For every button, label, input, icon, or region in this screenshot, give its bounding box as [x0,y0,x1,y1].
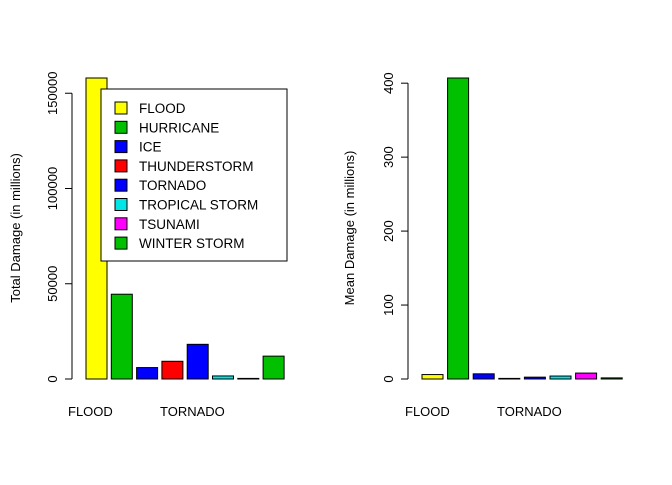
legend-entry-label: WINTER STORM [139,236,245,251]
y-tick-label-0: 0 [45,375,60,382]
x-category-label-0: FLOOD [68,404,113,419]
y-tick-label-1: 400 [381,72,396,94]
y-tick-label-1: 0 [381,375,396,382]
bar-0-ice [136,367,159,380]
legend-entry-label: TSUNAMI [139,217,200,232]
x-category-label-0: TORNADO [160,404,225,419]
y-axis-label-0: Total Damage (in millions) [8,153,23,303]
bar-0-tornado [186,343,209,380]
legend-entry-label: FLOOD [139,101,186,116]
legend-swatch-tsunami [114,217,128,231]
x-category-label-1: FLOOD [405,404,450,419]
legend-entry-label: TROPICAL STORM [139,198,258,213]
bar-1-ice [472,373,495,380]
legend-swatch-flood [114,101,128,115]
bar-1-tsunami [575,372,598,380]
bar-1-tropical-storm [549,375,572,380]
legend-swatch-tornado [114,178,128,192]
bar-1-thunderstorm [498,377,521,380]
legend-entry-label: HURRICANE [139,120,219,135]
y-tick-label-1: 200 [381,220,396,242]
bar-1-hurricane [447,77,470,380]
legend-entry-label: THUNDERSTORM [139,159,254,174]
y-tick-label-0: 100000 [45,167,60,210]
y-tick-label-0: 150000 [45,72,60,115]
legend-box [100,88,288,262]
y-tick-label-1: 300 [381,146,396,168]
y-tick-label-0: 50000 [45,266,60,302]
bar-1-winter-storm [600,377,623,380]
legend-swatch-hurricane [114,120,128,134]
bar-1-flood [421,374,444,380]
bar-0-tropical-storm [212,375,234,380]
bar-1-tornado [523,376,546,380]
legend-swatch-ice [114,140,128,154]
bar-0-hurricane [110,293,133,380]
legend-swatch-winter-storm [114,236,128,250]
legend-swatch-tropical-storm [114,198,128,211]
x-category-label-1: TORNADO [497,404,562,419]
legend-entry-label: ICE [139,140,162,155]
bar-0-winter-storm [262,355,285,380]
legend-entry-label: TORNADO [139,178,206,193]
bar-0-thunderstorm [161,360,184,380]
y-tick-label-1: 100 [381,294,396,316]
y-axis-label-1: Mean Damage (in millions) [342,151,357,306]
bar-0-tsunami [237,377,260,380]
legend-swatch-thunderstorm [114,159,128,173]
